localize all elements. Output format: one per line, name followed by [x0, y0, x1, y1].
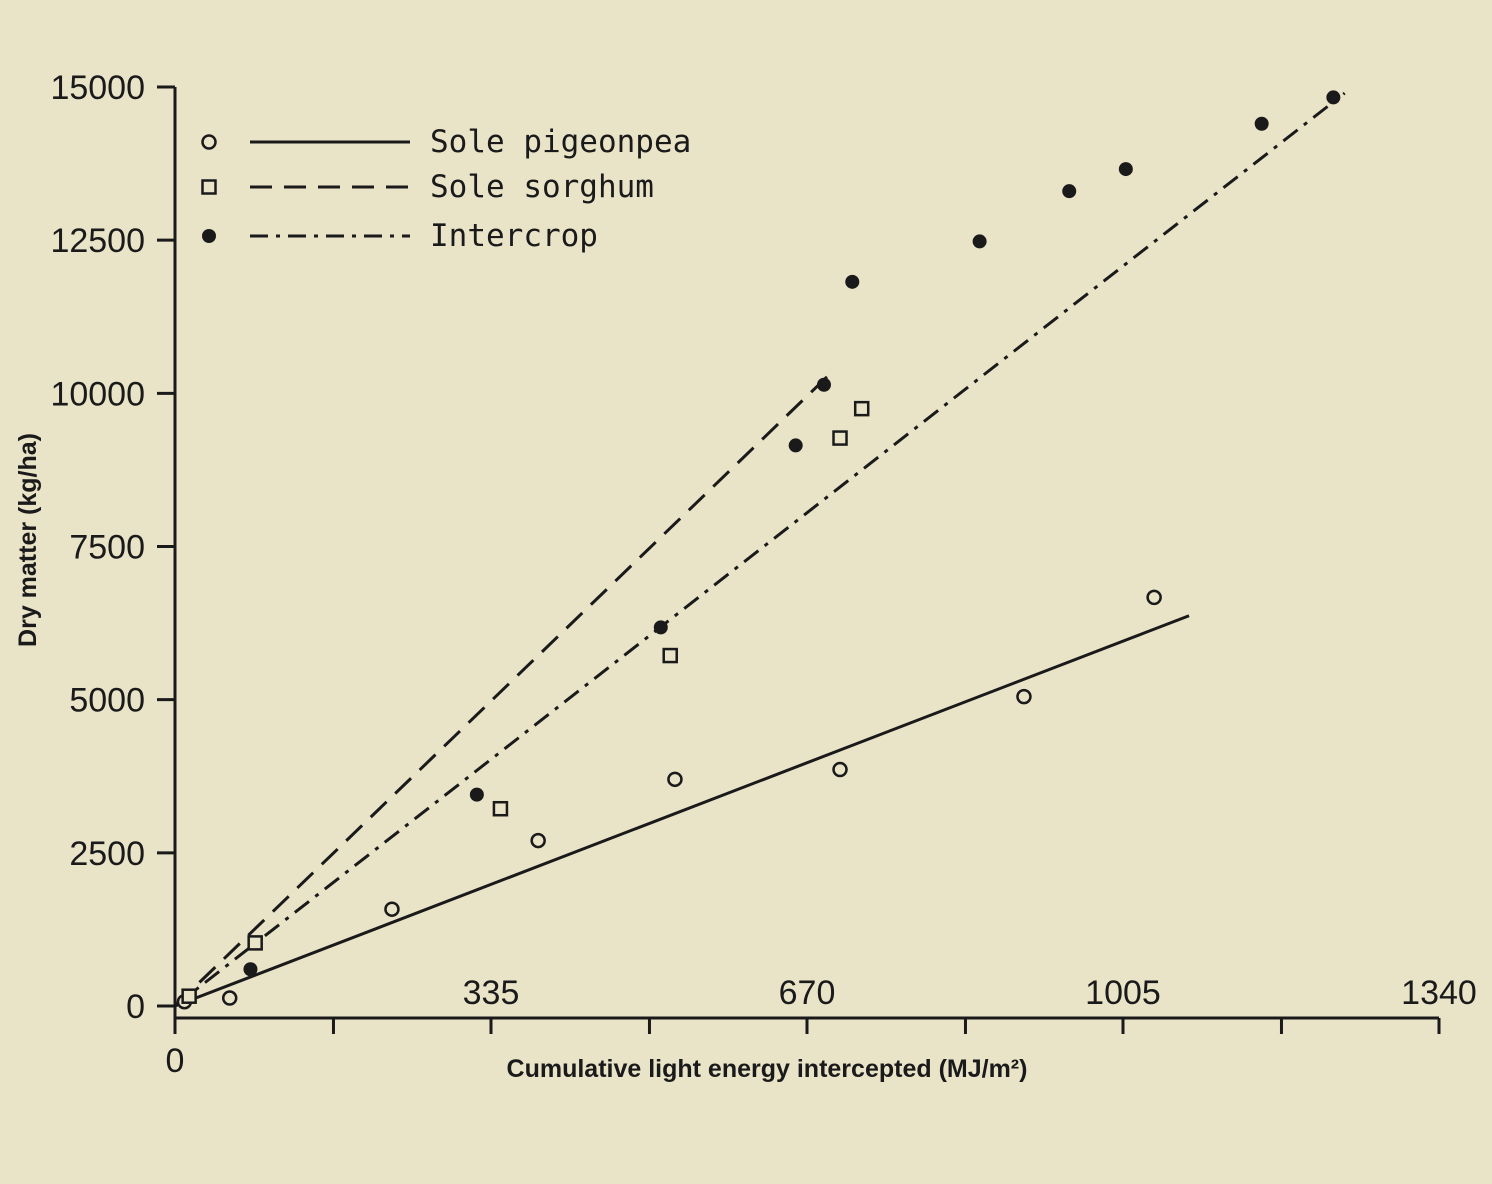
- point-intercrop: [845, 274, 860, 289]
- y-axis-title: Dry matter (kg/ha): [14, 433, 42, 647]
- point-intercrop: [816, 377, 831, 392]
- point-sole-sorghum: [492, 800, 509, 817]
- point-intercrop: [1118, 162, 1133, 177]
- point-sole-sorghum: [832, 430, 848, 446]
- point-sole-sorghum: [853, 400, 870, 417]
- x-tick-label: 670: [779, 974, 836, 1012]
- legend-label-sole-pigeonpea: Sole pigeonpea: [430, 124, 691, 160]
- y-tick-label: 5000: [69, 682, 145, 720]
- y-tick-label: 15000: [50, 69, 145, 107]
- y-tick-label: 7500: [69, 529, 145, 567]
- legend-label-sole-sorghum: Sole sorghum: [430, 169, 654, 205]
- fit-line-sole-sorghum: [173, 367, 837, 1008]
- point-sole-pigeonpea: [221, 990, 238, 1006]
- point-sole-pigeonpea: [384, 901, 400, 917]
- fit-lines: [173, 91, 1346, 1008]
- legend-marker-intercrop: [202, 229, 216, 243]
- x-tick-label: 335: [463, 974, 520, 1012]
- x-tick-label: 0: [166, 1042, 185, 1080]
- point-intercrop: [653, 620, 668, 635]
- point-intercrop: [469, 787, 484, 802]
- x-tick-label: 1340: [1401, 974, 1477, 1012]
- legend: Sole pigeonpea Sole sorghum Intercrop: [201, 124, 691, 254]
- point-sole-sorghum: [181, 988, 197, 1004]
- y-tick-label: 10000: [50, 375, 145, 413]
- point-sole-sorghum: [662, 647, 678, 664]
- fit-line-sole-pigeonpea: [174, 614, 1190, 1008]
- legend-marker-sole-pigeonpea: [201, 134, 217, 150]
- x-axis-title: Cumulative light energy intercepted (MJ/…: [507, 1055, 1028, 1083]
- point-intercrop: [1326, 90, 1341, 105]
- y-tick-label: 2500: [69, 835, 145, 873]
- x-tick-label: 1005: [1085, 974, 1161, 1012]
- point-intercrop: [1254, 116, 1269, 131]
- point-sole-pigeonpea: [667, 771, 683, 788]
- data-points: [176, 90, 1341, 1010]
- y-tick-label: 0: [126, 988, 145, 1026]
- fit-line-intercrop: [174, 91, 1346, 1008]
- point-sole-pigeonpea: [1016, 688, 1032, 705]
- point-sole-pigeonpea: [530, 832, 546, 849]
- y-ticks: 0 2500 5000 7500 10000 12500 15000: [50, 69, 175, 1026]
- point-intercrop: [1062, 184, 1077, 199]
- x-ticks: 0 335 670 1005 1340: [166, 974, 1477, 1080]
- point-intercrop: [788, 438, 803, 453]
- legend-marker-sole-sorghum: [201, 179, 217, 195]
- point-sole-pigeonpea: [1146, 589, 1162, 606]
- point-sole-pigeonpea: [832, 761, 848, 778]
- point-intercrop: [972, 234, 987, 249]
- y-tick-label: 12500: [50, 222, 145, 260]
- point-intercrop: [243, 962, 258, 977]
- legend-label-intercrop: Intercrop: [430, 218, 598, 254]
- point-sole-sorghum: [247, 935, 263, 951]
